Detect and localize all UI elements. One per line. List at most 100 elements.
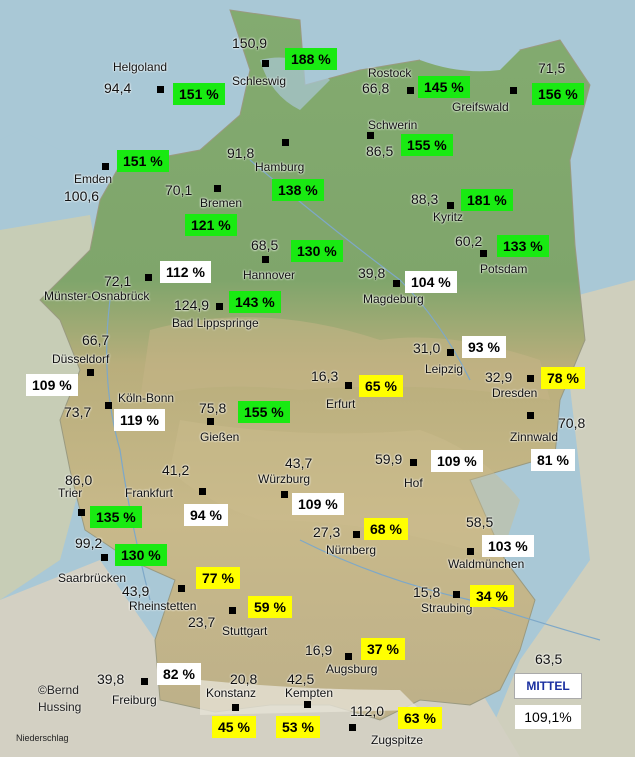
station-name-greifswald: Greifswald: [452, 100, 509, 114]
station-marker-magdeburg: [393, 280, 400, 287]
station-value-erfurt: 16,3: [311, 368, 339, 384]
station-percent-augsburg: 37 %: [361, 638, 405, 660]
station-percent-wuerzburg: 109 %: [292, 493, 344, 515]
station-value-bremen: 70,1: [165, 182, 193, 198]
station-name-waldmuenchen: Waldmünchen: [448, 557, 525, 571]
station-percent-lippspringe: 143 %: [229, 291, 281, 313]
station-value-muenster: 72,1: [104, 273, 132, 289]
station-percent-zugspitze: 63 %: [398, 707, 442, 729]
station-value-magdeburg: 39,8: [358, 265, 386, 281]
station-value-kyritz: 88,3: [411, 191, 439, 207]
station-marker-duesseldorf: [87, 369, 94, 376]
station-value-giessen: 75,8: [199, 400, 227, 416]
station-value-rostock: 66,8: [362, 80, 390, 96]
station-name-rheinstetten: Rheinstetten: [129, 599, 197, 613]
station-value-leipzig: 31,0: [413, 340, 441, 356]
station-marker-potsdam: [480, 250, 487, 257]
station-percent-frankfurt: 94 %: [184, 504, 228, 526]
station-percent-konstanz: 45 %: [212, 716, 256, 738]
station-value-schwerin: 86,5: [366, 143, 394, 159]
station-value-saarbruecken: 99,2: [75, 535, 103, 551]
station-value-greifswald: 71,5: [538, 60, 566, 76]
station-percent-waldmuenchen: 103 %: [482, 535, 534, 557]
station-percent-muenster: 112 %: [160, 261, 211, 283]
station-name-hof: Hof: [404, 476, 423, 490]
station-name-hannover: Hannover: [243, 268, 296, 282]
station-percent-magdeburg: 104 %: [405, 271, 457, 293]
station-percent-schwerin: 155 %: [401, 134, 453, 156]
station-name-konstanz: Konstanz: [206, 686, 257, 700]
station-name-schwerin: Schwerin: [368, 118, 418, 132]
station-percent-koeln: 119 %: [114, 409, 165, 431]
station-value-augsburg: 16,9: [305, 642, 333, 658]
station-marker-hannover: [262, 256, 269, 263]
station-name-wuerzburg: Würzburg: [258, 472, 311, 486]
station-percent-trier: 135 %: [90, 506, 142, 528]
station-name-magdeburg: Magdeburg: [363, 292, 424, 306]
station-value-straubing: 15,8: [413, 584, 441, 600]
mittel-value: 109,1%: [515, 705, 581, 729]
station-marker-rostock: [407, 87, 414, 94]
station-marker-zinnwald: [527, 412, 534, 419]
station-marker-saarbruecken: [101, 554, 108, 561]
station-name-trier: Trier: [58, 486, 83, 500]
station-percent-zinnwald: 81 %: [531, 449, 575, 471]
station-name-erfurt: Erfurt: [326, 397, 356, 411]
station-value-zinnwald: 70,8: [558, 415, 586, 431]
station-value-frankfurt: 41,2: [162, 462, 190, 478]
station-marker-greifswald: [510, 87, 517, 94]
station-marker-augsburg: [345, 653, 352, 660]
station-percent-hamburg: 138 %: [272, 179, 324, 201]
station-percent-leipzig: 93 %: [462, 336, 506, 358]
station-name-kempten: Kempten: [285, 686, 334, 700]
station-marker-hof: [410, 459, 417, 466]
station-name-frankfurt: Frankfurt: [125, 486, 174, 500]
station-marker-lippspringe: [216, 303, 223, 310]
station-value-duesseldorf: 66,7: [82, 332, 110, 348]
station-marker-koeln: [105, 402, 112, 409]
station-percent-rheinstetten: 77 %: [196, 567, 240, 589]
station-name-giessen: Gießen: [200, 430, 240, 444]
station-marker-freiburg: [141, 678, 148, 685]
station-marker-muenster: [145, 274, 152, 281]
station-marker-stuttgart: [229, 607, 236, 614]
mittel-title: MITTEL: [514, 673, 582, 699]
station-name-stuttgart: Stuttgart: [222, 624, 268, 638]
station-name-koeln: Köln-Bonn: [118, 391, 175, 405]
station-value-hamburg: 91,8: [227, 145, 255, 161]
station-marker-frankfurt: [199, 488, 206, 495]
station-value-kempten: 42,5: [287, 671, 315, 687]
layer-label: Niederschlag: [16, 733, 69, 743]
station-marker-trier: [78, 509, 85, 516]
station-value-emden: 100,6: [64, 188, 100, 204]
station-percent-freiburg: 82 %: [157, 663, 201, 685]
station-marker-dresden: [527, 375, 534, 382]
station-name-emden: Emden: [74, 172, 113, 186]
station-name-hamburg: Hamburg: [255, 160, 305, 174]
station-value-waldmuenchen: 58,5: [466, 514, 494, 530]
station-percent-nuernberg: 68 %: [364, 518, 408, 540]
station-name-muenster: Münster-Osnabrück: [44, 289, 150, 303]
station-marker-helgoland: [157, 86, 164, 93]
mittel-value-reading: 63,5: [535, 651, 563, 667]
station-percent-straubing: 34 %: [470, 585, 514, 607]
station-name-rostock: Rostock: [368, 66, 412, 80]
station-marker-erfurt: [345, 382, 352, 389]
station-value-stuttgart: 23,7: [188, 614, 216, 630]
station-value-hannover: 68,5: [251, 237, 279, 253]
station-percent-dresden: 78 %: [541, 367, 585, 389]
station-value-lippspringe: 124,9: [174, 297, 210, 313]
station-marker-konstanz: [232, 704, 239, 711]
station-percent-saarbruecken: 130 %: [115, 544, 167, 566]
station-name-duesseldorf: Düsseldorf: [52, 352, 110, 366]
station-name-potsdam: Potsdam: [480, 262, 528, 276]
copyright-line-2: Hussing: [38, 700, 82, 714]
station-marker-kempten: [304, 701, 311, 708]
station-name-kyritz: Kyritz: [433, 210, 463, 224]
station-name-freiburg: Freiburg: [112, 693, 157, 707]
station-value-schleswig: 150,9: [232, 35, 268, 51]
station-marker-zugspitze: [349, 724, 356, 731]
copyright-line-1: ©Bernd: [38, 683, 79, 697]
station-marker-rheinstetten: [178, 585, 185, 592]
